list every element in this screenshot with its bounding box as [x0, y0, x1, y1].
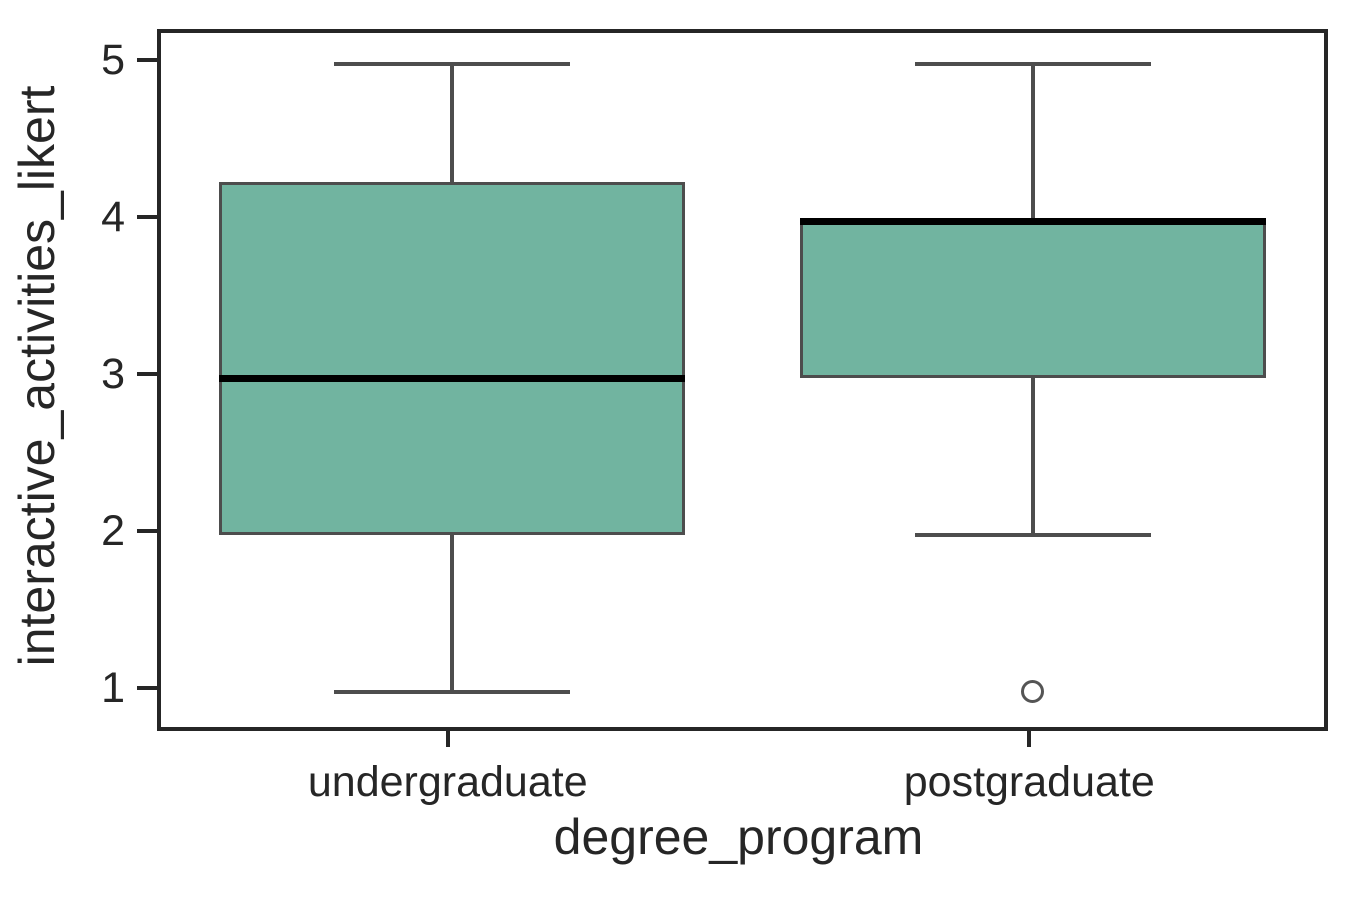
y-tick [137, 58, 157, 63]
upper-whisker-cap [333, 62, 570, 67]
lower-whisker-cap [915, 533, 1152, 538]
upper-whisker [449, 64, 454, 183]
upper-whisker [1031, 64, 1036, 222]
x-axis-label: degree_program [553, 809, 924, 865]
y-tick-label: 2 [101, 507, 125, 556]
y-tick-label: 5 [101, 36, 125, 85]
y-tick-label: 1 [101, 664, 125, 713]
lower-whisker [449, 535, 454, 693]
median-line [800, 217, 1267, 225]
x-tick-label: undergraduate [307, 758, 588, 806]
lower-whisker [1031, 378, 1036, 536]
lower-whisker-cap [333, 690, 570, 695]
upper-whisker-cap [915, 62, 1152, 67]
y-tick [137, 686, 157, 691]
x-tick-label: postgraduate [903, 758, 1155, 806]
x-tick [445, 727, 450, 747]
y-tick-label: 3 [101, 350, 125, 399]
plot-area [157, 29, 1328, 731]
y-tick [137, 215, 157, 220]
y-tick [137, 372, 157, 377]
outlier-point [1021, 680, 1045, 704]
plot-canvas [161, 33, 1324, 727]
box [800, 221, 1267, 379]
y-tick [137, 529, 157, 534]
x-tick [1027, 727, 1032, 747]
box [218, 182, 685, 536]
y-tick-label: 4 [101, 193, 125, 242]
median-line [218, 374, 685, 382]
